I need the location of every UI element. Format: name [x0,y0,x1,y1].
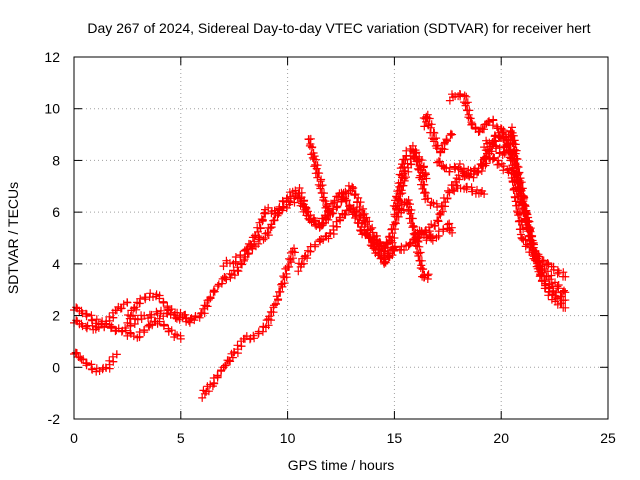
y-tick-label: 4 [52,256,60,272]
series-track-r [450,181,489,199]
series-markers [304,134,335,219]
series-markers [419,110,457,157]
x-axis-ticks: 0 5 10 15 20 25 [70,57,616,446]
y-tick-label: -2 [48,411,61,427]
series-markers [411,226,437,250]
x-tick-label: 15 [387,430,403,446]
y-tick-label: 2 [52,308,60,324]
chart-title: Day 267 of 2024, Sidereal Day-to-day VTE… [87,20,590,36]
x-tick-label: 0 [70,430,78,446]
series-markers [389,141,442,219]
y-axis-label: SDTVAR / TECUs [5,182,21,294]
series-markers [445,90,501,136]
x-tick-label: 25 [600,430,616,446]
series-track-o [419,110,457,157]
x-axis-label: GPS time / hours [288,457,395,473]
series-track-d [123,289,196,327]
y-tick-label: 12 [44,49,60,65]
series-track-i [304,134,335,219]
data-points [70,90,570,402]
series-track-n [411,226,437,250]
series-markers [450,181,489,199]
series-track-t [480,123,570,305]
y-tick-label: 6 [52,204,60,220]
series-markers [480,123,570,305]
series-track-k [389,141,442,219]
x-tick-label: 10 [280,430,296,446]
x-tick-label: 5 [177,430,185,446]
y-tick-label: 0 [52,359,60,375]
series-markers [123,289,196,327]
series-markers [123,314,185,343]
y-tick-label: 10 [44,101,60,117]
y-axis-ticks: -2 0 2 4 6 8 10 12 [44,49,608,427]
series-markers [198,244,299,402]
series-track-c [123,314,185,343]
plot-frame [73,56,609,420]
series-track-q [445,90,501,136]
series-track-f [198,244,299,402]
y-tick-label: 8 [52,152,60,168]
x-tick-label: 20 [493,430,509,446]
